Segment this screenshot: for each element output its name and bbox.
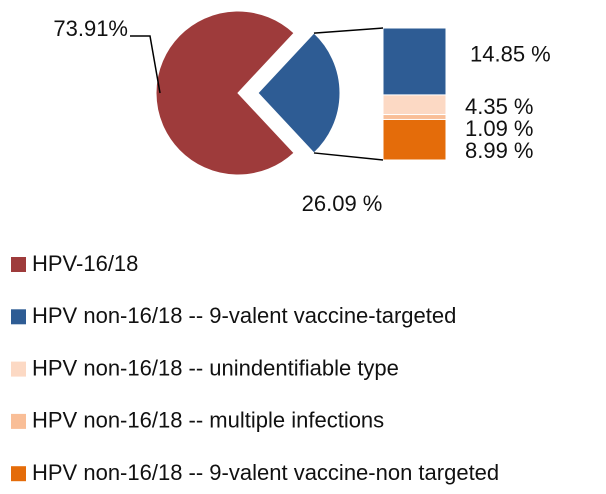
legend-label: HPV non-16/18 -- unindentifiable type: [32, 355, 399, 380]
legend-label: HPV non-16/18 -- 9-valent vaccine-target…: [32, 303, 456, 328]
legend-swatch: [11, 361, 26, 377]
data-label: 26.09 %: [302, 191, 383, 216]
bar-segment: [382, 118, 447, 161]
leader-line: [130, 35, 161, 94]
bar-segment: [382, 114, 447, 120]
legend-swatch: [11, 413, 26, 429]
pie-slice: [257, 32, 341, 154]
pie-slice: [155, 10, 295, 176]
data-label: 14.85 %: [470, 41, 551, 66]
legend-swatch: [11, 309, 26, 325]
legend-label: HPV-16/18: [32, 251, 138, 276]
legend-swatch: [11, 466, 26, 482]
connector-line: [313, 152, 384, 161]
connector-line: [313, 27, 384, 34]
data-label: 4.35 %: [465, 94, 534, 119]
data-label: 1.09 %: [465, 116, 534, 141]
legend-swatch: [11, 257, 26, 272]
data-label: 73.91%: [53, 16, 128, 41]
legend-label: HPV non-16/18 -- 9-valent vaccine-non ta…: [32, 460, 499, 485]
bar-segment: [382, 27, 447, 96]
data-label: 8.99 %: [465, 138, 534, 163]
bar-segment: [382, 94, 447, 116]
legend-label: HPV non-16/18 -- multiple infections: [32, 408, 384, 433]
